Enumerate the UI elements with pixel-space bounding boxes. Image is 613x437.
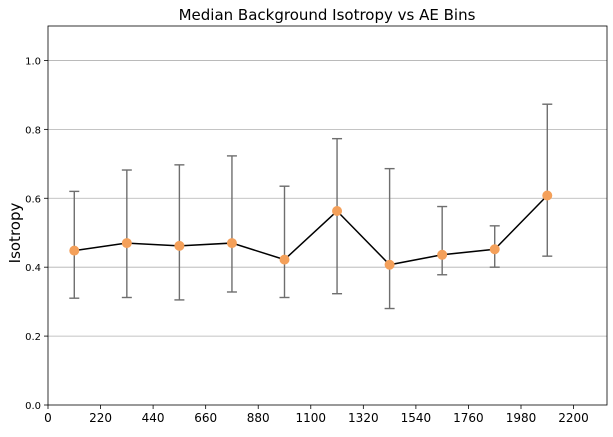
x-tick-label: 1980	[506, 411, 537, 425]
y-tick-label: 0.6	[25, 194, 41, 205]
y-tick-label: 0.4	[25, 263, 41, 274]
data-point	[489, 244, 500, 255]
series-line	[74, 194, 548, 266]
x-tick-label: 440	[142, 411, 165, 425]
axes-layer: 0 220 440 660 880 1100 1320 1540 1760 1980 2200 0.0…	[25, 25, 608, 425]
x-tick-label: 220	[89, 411, 112, 425]
data-point	[437, 249, 448, 260]
data-point	[542, 190, 553, 201]
data-point	[332, 206, 343, 217]
data-point	[121, 238, 132, 249]
x-tick-label: 880	[247, 411, 270, 425]
y-tick-label: 1.0	[25, 56, 41, 67]
x-tick-label: 1100	[296, 411, 327, 425]
y-tick-label: 0.2	[25, 332, 41, 343]
series-layer	[69, 103, 553, 310]
x-tick-label: 0	[44, 411, 52, 425]
data-point	[174, 240, 185, 251]
x-tick-label: 2200	[558, 411, 589, 425]
x-tick-label: 1320	[348, 411, 379, 425]
x-tick-label: 1540	[401, 411, 432, 425]
grid-layer	[48, 60, 607, 337]
plot-frame	[47, 25, 608, 406]
x-tick-label: 1760	[453, 411, 484, 425]
y-tick-label: 0.8	[25, 125, 41, 136]
x-tick-label: 660	[194, 411, 217, 425]
data-point	[279, 254, 290, 265]
chart-title: Median Background Isotropy vs AE Bins	[179, 6, 476, 24]
y-axis-label: Isotropy	[6, 203, 24, 264]
data-point	[69, 245, 80, 256]
y-tick-label: 0.0	[25, 401, 41, 412]
data-point	[384, 259, 395, 270]
data-point	[226, 238, 237, 249]
